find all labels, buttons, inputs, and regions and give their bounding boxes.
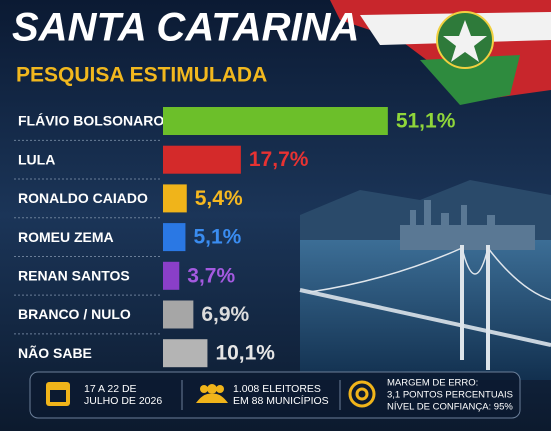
bar [163,223,186,252]
bar [163,339,208,368]
category-label: RONALDO CAIADO [18,190,148,206]
footer-box [29,371,521,419]
value-label: 5,1% [193,226,241,249]
footer-note: 17 A 22 DE [84,383,137,395]
footer-note: NÍVEL DE CONFIANÇA: 95% [387,402,513,413]
category-label: FLÁVIO BOLSONARO [18,113,164,129]
value-label: 5,4% [195,187,243,210]
category-label: RENAN SANTOS [18,268,130,284]
bar [163,145,241,174]
category-label: NÃO SABE [18,344,92,361]
category-label: LULA [18,151,55,167]
value-label: 3,7% [187,264,235,287]
city-scene [299,180,551,380]
chart-title: SANTA CATARINA [12,6,359,50]
footer-note: EM 88 MUNICÍPIOS [233,394,329,407]
flag [330,0,551,105]
bar [163,300,194,329]
chart-subtitle: PESQUISA ESTIMULADA [16,64,267,87]
value-label: 17,7% [249,148,309,171]
footer-note: 3,1 PONTOS PERCENTUAIS [387,390,513,401]
value-label: 10,1% [215,342,275,365]
value-label: 6,9% [201,303,249,326]
value-label: 51,1% [396,110,456,133]
footer-note: JULHO DE 2026 [84,395,162,407]
category-label: BRANCO / NULO [18,306,131,322]
bar [163,184,187,213]
bar [163,107,388,135]
footer-note: MARGEM DE ERRO: [387,378,478,389]
category-label: ROMEU ZEMA [18,229,114,245]
footer-note: 1.008 ELEITORES [233,383,321,395]
footer-icons [46,380,376,410]
bar [163,261,180,290]
